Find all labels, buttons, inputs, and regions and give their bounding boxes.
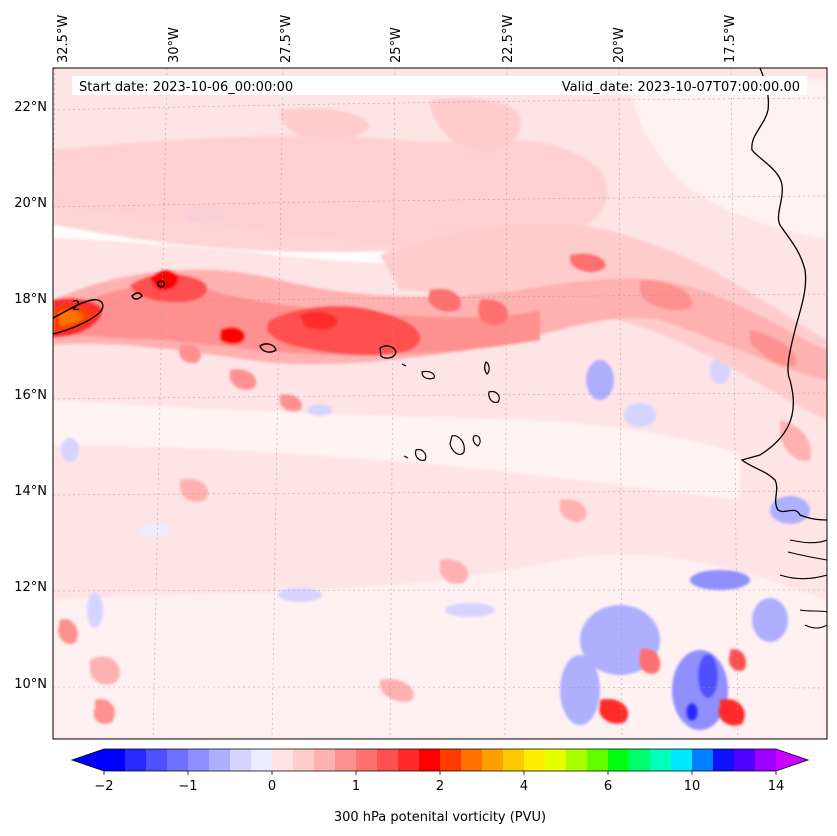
- lon-label-20w: 20°W: [612, 27, 627, 63]
- valid-date-label: Valid_date: 2023-10-07T07:00:00.00: [562, 80, 800, 95]
- colorbar-bin: [755, 749, 776, 771]
- lat-label-10n: 10°N: [14, 677, 47, 692]
- colorbar-tick-label: −1: [178, 779, 197, 794]
- colorbar-tick-label: 10: [684, 779, 701, 794]
- colorbar: −2 −1 0 1 2 4 6 10 14 300 hPa potenital vorticit…: [72, 749, 808, 825]
- colorbar-bin: [356, 749, 377, 771]
- colorbar-tick-label: 1: [352, 779, 360, 794]
- colorbar-under-arrow: [72, 749, 104, 771]
- colorbar-bin: [566, 749, 587, 771]
- lat-label-18n: 18°N: [14, 292, 47, 307]
- colorbar-bin: [608, 749, 629, 771]
- lon-label-25w: 25°W: [389, 27, 404, 63]
- map-panel: [45, 68, 827, 739]
- colorbar-bin: [629, 749, 650, 771]
- colorbar-bin: [125, 749, 146, 771]
- colorbar-over-arrow: [776, 749, 808, 771]
- colorbar-tick-label: 2: [436, 779, 444, 794]
- lat-label-12n: 12°N: [14, 580, 47, 595]
- start-date-label: Start date: 2023-10-06_00:00:00: [79, 80, 293, 95]
- lon-label-32-5w: 32.5°W: [56, 15, 71, 63]
- colorbar-bin: [713, 749, 734, 771]
- colorbar-bins: [104, 749, 776, 771]
- colorbar-bin: [461, 749, 482, 771]
- colorbar-tick-label: 0: [268, 779, 276, 794]
- lat-label-14n: 14°N: [14, 484, 47, 499]
- colorbar-tick-label: −2: [94, 779, 113, 794]
- latitude-labels: 22°N 20°N 18°N 16°N 14°N 12°N 10°N: [14, 100, 47, 692]
- colorbar-bin: [146, 749, 167, 771]
- contour-value-label: 2: [72, 299, 80, 314]
- colorbar-bin: [692, 749, 713, 771]
- colorbar-bin: [419, 749, 440, 771]
- colorbar-bin: [503, 749, 524, 771]
- colorbar-tick-label: 6: [604, 779, 612, 794]
- lat-label-20n: 20°N: [14, 196, 47, 211]
- colorbar-bin: [587, 749, 608, 771]
- colorbar-bin: [272, 749, 293, 771]
- colorbar-bin: [167, 749, 188, 771]
- lon-label-30w: 30°W: [167, 27, 182, 63]
- lon-label-27-5w: 27.5°W: [279, 15, 294, 63]
- colorbar-bin: [482, 749, 503, 771]
- colorbar-bin: [524, 749, 545, 771]
- colorbar-tick-label: 4: [520, 779, 528, 794]
- colorbar-bin: [209, 749, 230, 771]
- colorbar-bin: [545, 749, 566, 771]
- lon-label-22-5w: 22.5°W: [501, 15, 516, 63]
- colorbar-bin: [251, 749, 272, 771]
- colorbar-bin: [440, 749, 461, 771]
- colorbar-bin: [671, 749, 692, 771]
- colorbar-bin: [335, 749, 356, 771]
- lat-label-22n: 22°N: [14, 100, 47, 115]
- colorbar-label: 300 hPa potenital vorticity (PVU): [334, 810, 546, 825]
- colorbar-bin: [230, 749, 251, 771]
- colorbar-bin: [398, 749, 419, 771]
- colorbar-bin: [104, 749, 125, 771]
- longitude-labels: 32.5°W 30°W 27.5°W 25°W 22.5°W 20°W 17.5…: [56, 15, 738, 63]
- colorbar-ticks: −2 −1 0 1 2 4 6 10 14: [94, 771, 784, 794]
- colorbar-bin: [188, 749, 209, 771]
- lat-label-16n: 16°N: [14, 388, 47, 403]
- colorbar-bin: [377, 749, 398, 771]
- colorbar-bin: [293, 749, 314, 771]
- lon-label-17-5w: 17.5°W: [723, 15, 738, 63]
- colorbar-bin: [314, 749, 335, 771]
- colorbar-tick-label: 14: [768, 779, 785, 794]
- colorbar-bin: [734, 749, 755, 771]
- colorbar-bin: [650, 749, 671, 771]
